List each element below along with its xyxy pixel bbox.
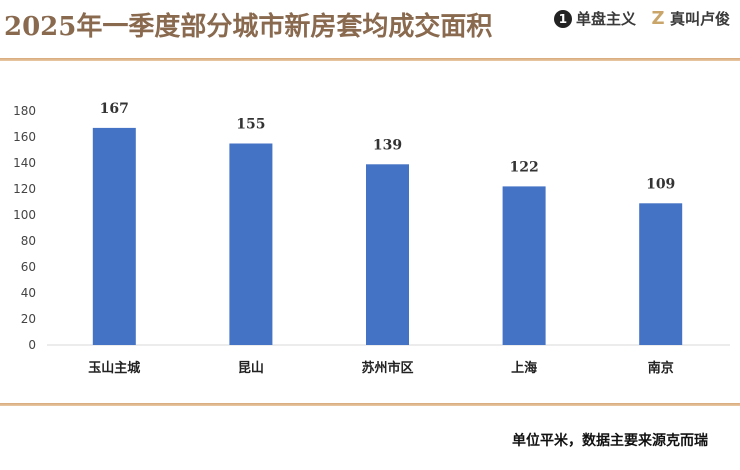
- brand-logos: 1 单盘主义 Z 真叫卢俊: [553, 8, 730, 29]
- brand-logo-danpan: 1 单盘主义: [553, 8, 636, 29]
- y-tick-label: 120: [13, 182, 36, 196]
- x-tick-label: 苏州市区: [361, 360, 413, 376]
- data-label: 109: [646, 176, 675, 192]
- y-tick-label: 140: [13, 156, 36, 170]
- header: 2025年一季度部分城市新房套均成交面积 1 单盘主义 Z 真叫卢俊: [0, 0, 740, 60]
- y-tick-label: 20: [21, 312, 36, 326]
- y-tick-label: 80: [21, 234, 36, 248]
- y-tick-label: 40: [21, 286, 36, 300]
- bar-chart: 0 20 40 60 80 100 120 140 160 180 167 玉山主城 155 昆山 139 苏…: [13, 101, 730, 376]
- z-logo-icon: Z: [651, 8, 665, 29]
- bar: [366, 164, 409, 345]
- data-label: 167: [100, 101, 129, 117]
- x-tick-label: 上海: [511, 360, 537, 376]
- y-tick-label: 160: [13, 130, 36, 144]
- bar: [229, 143, 273, 345]
- data-label: 155: [236, 117, 265, 133]
- bar: [502, 186, 546, 345]
- bottom-divider: [0, 403, 740, 406]
- bar: [92, 127, 136, 346]
- y-tick-label: 0: [28, 338, 36, 352]
- x-tick-label: 昆山: [238, 360, 264, 376]
- source-note: 单位平米，数据主要来源克而瑞: [512, 433, 708, 449]
- top-divider: [0, 58, 740, 61]
- y-tick-label: 180: [13, 104, 36, 118]
- brand-logo-zhenjiao-text: 真叫卢俊: [669, 10, 730, 28]
- y-tick-label: 100: [13, 208, 36, 222]
- page-title: 2025年一季度部分城市新房套均成交面积: [4, 12, 493, 42]
- d-logo-icon: 1: [553, 9, 572, 28]
- data-label: 139: [373, 137, 402, 153]
- bar: [639, 203, 683, 345]
- y-tick-label: 60: [21, 260, 36, 274]
- brand-logo-danpan-text: 单盘主义: [575, 10, 636, 28]
- brand-logo-zhenjiao: Z 真叫卢俊: [650, 8, 730, 29]
- x-tick-label: 南京: [648, 360, 674, 376]
- x-tick-label: 玉山主城: [88, 360, 140, 376]
- data-label: 122: [509, 159, 538, 175]
